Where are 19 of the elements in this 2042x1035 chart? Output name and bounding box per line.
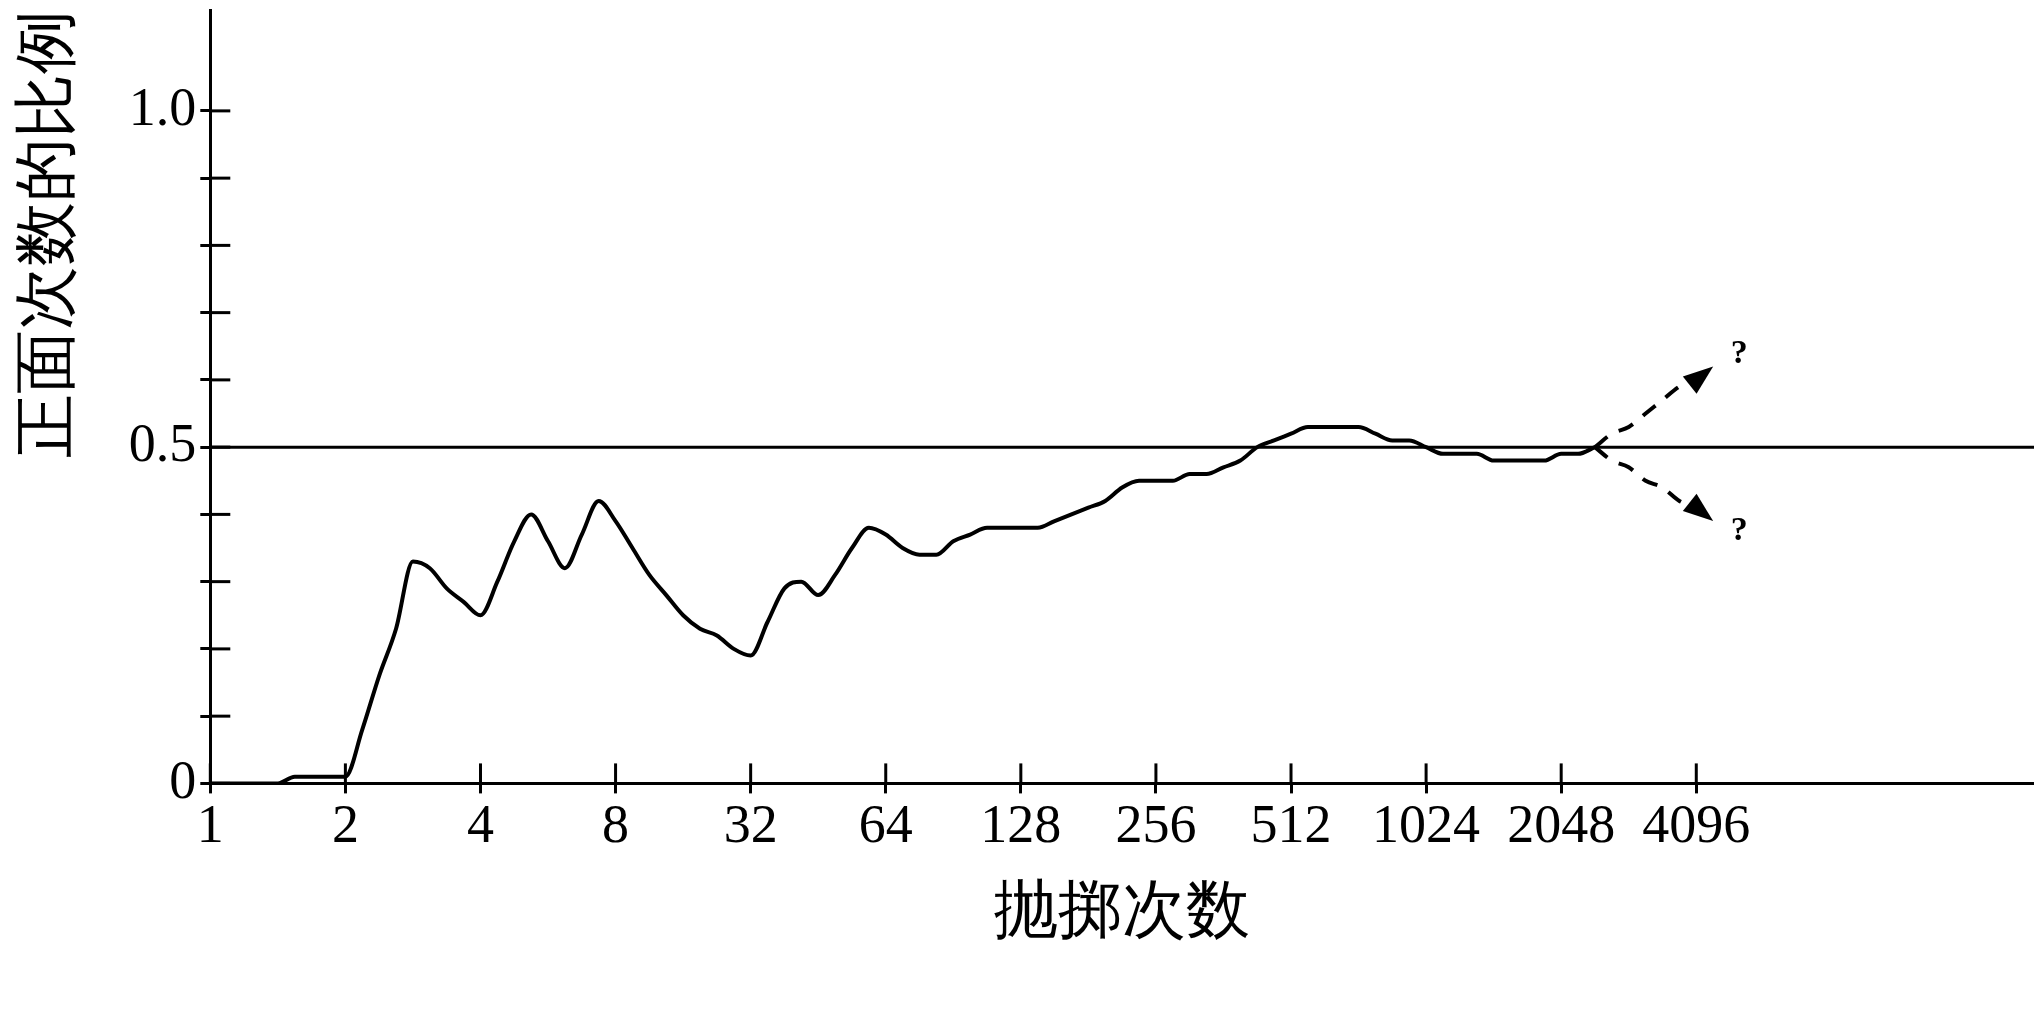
x-tick-label: 2048 xyxy=(1507,793,1616,854)
x-tick-label: 1024 xyxy=(1372,793,1481,854)
annotation: ? xyxy=(1730,333,1748,371)
x-tick-label: 4096 xyxy=(1642,793,1751,854)
x-tick-label: 256 xyxy=(1115,793,1197,854)
x-tick-label: 2 xyxy=(331,793,359,854)
x-axis-title: 抛掷次数 xyxy=(994,874,1251,946)
x-tick-label: 128 xyxy=(980,793,1062,854)
x-tick-label: 64 xyxy=(858,793,913,854)
x-tick-label: 8 xyxy=(602,793,630,854)
y-axis-title: 正面次数的比例 xyxy=(10,10,82,458)
y-tick-label: 0.5 xyxy=(128,413,197,474)
annotation: ? xyxy=(1730,509,1748,547)
x-tick-label: 32 xyxy=(723,793,778,854)
x-tick-label: 1 xyxy=(196,793,224,854)
x-tick-label: 4 xyxy=(466,793,494,854)
y-tick-label: 1.0 xyxy=(128,77,197,138)
y-tick-label: 0 xyxy=(169,749,197,810)
x-tick-label: 512 xyxy=(1250,793,1332,854)
